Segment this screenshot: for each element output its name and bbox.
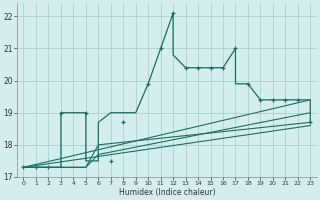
- X-axis label: Humidex (Indice chaleur): Humidex (Indice chaleur): [119, 188, 215, 197]
